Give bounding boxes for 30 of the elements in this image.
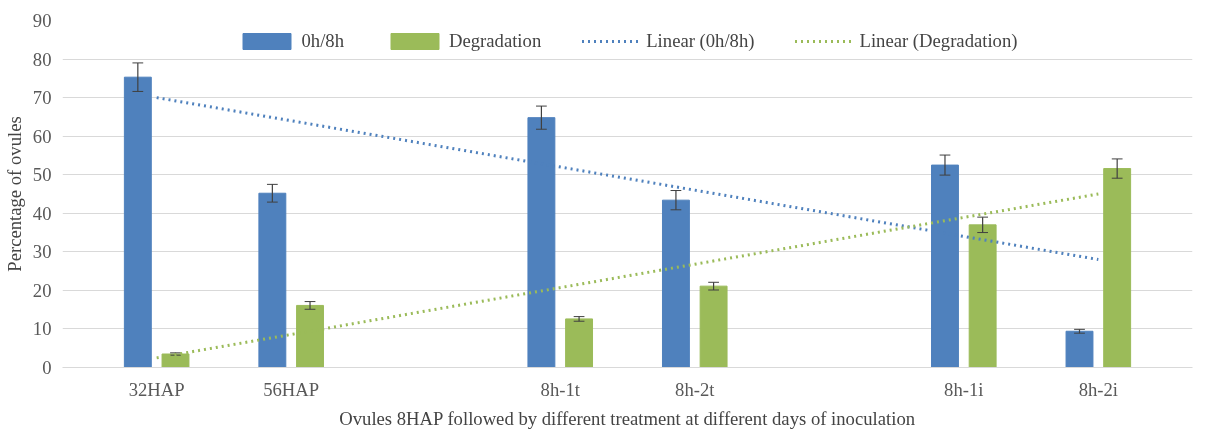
bar bbox=[1103, 168, 1132, 368]
y-tick-label: 60 bbox=[32, 125, 52, 147]
legend-label: 0h/8h bbox=[301, 30, 345, 52]
bar bbox=[699, 285, 728, 368]
x-tick-label: 8h-1t bbox=[540, 378, 581, 400]
x-tick-label: 8h-2t bbox=[675, 378, 716, 400]
y-tick-label: 90 bbox=[32, 10, 52, 31]
legend-label: Linear (0h/8h) bbox=[646, 30, 755, 52]
x-axis-title: Ovules 8HAP followed by different treatment at different days of inoculation bbox=[339, 407, 916, 429]
x-tick-label: 8h-2i bbox=[1078, 378, 1119, 400]
y-tick-label: 70 bbox=[32, 87, 52, 109]
bar bbox=[1065, 330, 1094, 368]
y-tick-label: 40 bbox=[32, 202, 52, 224]
y-tick-label: 30 bbox=[32, 241, 52, 263]
bar bbox=[968, 224, 997, 368]
x-tick-label: 56HAP bbox=[263, 378, 320, 400]
legend-label: Degradation bbox=[449, 30, 542, 52]
bar bbox=[123, 76, 152, 368]
bar bbox=[565, 318, 594, 368]
legend-label: Linear (Degradation) bbox=[859, 30, 1018, 52]
y-tick-label: 10 bbox=[32, 318, 52, 340]
y-tick-label: 50 bbox=[32, 164, 52, 186]
x-tick-label: 8h-1i bbox=[944, 378, 984, 400]
y-tick-label: 20 bbox=[32, 279, 52, 301]
x-tick-label: 32HAP bbox=[128, 378, 185, 400]
bar bbox=[661, 199, 690, 368]
bar bbox=[258, 192, 287, 368]
y-tick-label: 0 bbox=[42, 357, 52, 378]
y-tick-label: 80 bbox=[32, 48, 52, 70]
y-axis-title: Percentage of ovules bbox=[3, 116, 25, 272]
